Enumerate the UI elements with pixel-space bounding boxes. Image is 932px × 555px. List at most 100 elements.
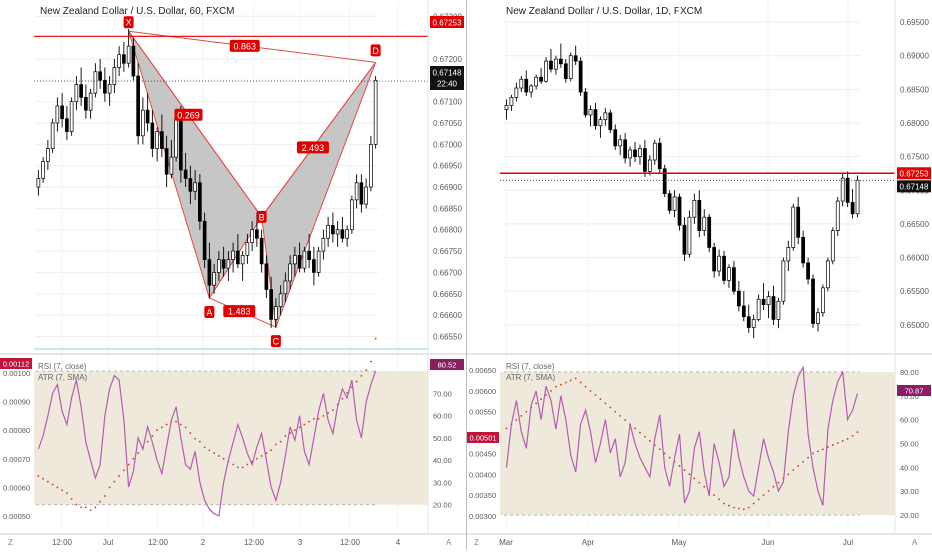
candle-body (608, 112, 613, 131)
candle-body (677, 196, 682, 226)
atr-point (146, 440, 149, 443)
atr-point (184, 426, 187, 429)
candle-body (662, 168, 667, 194)
candle-body (316, 250, 321, 273)
left-axis-corner-left[interactable]: Z (8, 538, 13, 547)
time-tick-label[interactable]: 4 (396, 538, 401, 547)
atr-point (94, 506, 97, 509)
candle-body (269, 289, 273, 320)
candle-body (231, 250, 235, 260)
candle-body (687, 216, 692, 255)
pattern-ratio-line-xb (128, 30, 263, 218)
atr-point (545, 394, 547, 396)
time-tick-label[interactable]: Jul (103, 538, 113, 547)
candle-body (816, 312, 820, 324)
rsi-tick-label: 50.00 (900, 440, 919, 449)
right-axis-corner-left[interactable]: Z (474, 538, 479, 547)
candle-body (88, 92, 93, 111)
time-tick-label[interactable]: Apr (582, 538, 595, 547)
candle-body (692, 200, 697, 218)
price-tick-label: 0.66000 (900, 254, 929, 263)
candle-body (618, 139, 623, 147)
candle-body (240, 254, 245, 265)
right-chart-title: New Zealand Dollar / U.S. Dollar, 1D, FX… (506, 6, 702, 17)
candle-body (364, 186, 368, 205)
atr-point (703, 485, 706, 488)
atr-point (505, 427, 508, 430)
right-rsi-value-text: 70.87 (905, 387, 924, 396)
atr-tick-label: 0.00090 (3, 398, 30, 407)
atr-point (713, 494, 716, 497)
price-tick-label: 0.67050 (433, 119, 462, 128)
atr-point (767, 490, 770, 492)
candle-body (756, 298, 761, 320)
atr-point (284, 435, 287, 437)
candle-body (335, 229, 340, 235)
candle-body (524, 78, 529, 93)
candle-body (293, 254, 297, 265)
atr-point (99, 500, 102, 503)
right-level-price-text: 0.67253 (900, 169, 929, 178)
atr-point (609, 406, 612, 409)
candle-body (193, 182, 197, 192)
rsi-line (505, 365, 859, 506)
time-tick-label[interactable]: 12:00 (52, 538, 73, 547)
atr-point (757, 498, 760, 501)
left-indicator-plot (36, 337, 378, 517)
atr-point (198, 440, 201, 443)
candle-body (264, 263, 269, 290)
candle-body (796, 206, 801, 238)
candle-body (217, 259, 221, 273)
atr-tick-label: 0.00600 (469, 387, 496, 396)
right-last-price-text: 0.67148 (900, 182, 929, 191)
time-tick-label[interactable]: 2 (201, 538, 206, 547)
right-time-axis[interactable]: Mar Apr May Jun Jul (499, 538, 853, 547)
time-tick-label[interactable]: Mar (499, 538, 513, 547)
atr-point (797, 465, 800, 467)
atr-point (648, 440, 651, 442)
candle-body (164, 148, 169, 175)
atr-point (752, 502, 755, 505)
atr-point (312, 417, 315, 420)
candle-body (188, 178, 193, 192)
price-tick-label: 0.66800 (433, 226, 462, 235)
candle-body (855, 179, 860, 215)
atr-point (822, 448, 824, 451)
time-tick-label[interactable]: Jul (843, 538, 853, 547)
price-tick-label: 0.69000 (900, 52, 929, 61)
atr-point (846, 437, 849, 440)
rsi-tick-label: 40.00 (900, 463, 919, 472)
left-axis-corner-right[interactable]: A (446, 538, 452, 547)
right-atr-label: ATR (7, SMA) (506, 373, 556, 382)
atr-point (688, 473, 691, 476)
time-tick-label[interactable]: May (671, 538, 686, 547)
right-axis-corner-right[interactable]: A (912, 538, 918, 547)
rsi-tick-label: 60.00 (900, 416, 919, 425)
candle-body (786, 247, 791, 262)
price-tick-label: 0.66950 (433, 162, 462, 171)
atr-point (369, 360, 372, 363)
candle-body (245, 242, 250, 256)
candle-body (568, 55, 573, 79)
left-atr-axis: 0.00100 0.00090 0.00080 0.00070 0.00060 0.000… (3, 369, 30, 521)
candle-body (207, 259, 212, 286)
time-tick-label[interactable]: Jun (762, 538, 775, 547)
candle-body (732, 267, 736, 292)
atr-tick-label: 0.00070 (3, 455, 30, 464)
pattern-ratio-line-bd (261, 62, 377, 218)
atr-point (279, 440, 282, 443)
time-tick-label[interactable]: 12:00 (148, 538, 169, 547)
candle-body (74, 84, 79, 103)
candle-body (160, 131, 164, 149)
left-level-price-tag: 0.67253 (430, 16, 464, 28)
time-tick-label[interactable]: 12:00 (244, 538, 265, 547)
candle-body (840, 177, 845, 202)
time-tick-label[interactable]: 3 (298, 538, 303, 547)
atr-tick-label: 0.00050 (3, 512, 30, 521)
atr-point (132, 457, 135, 460)
pattern-point-c-text: C (273, 337, 280, 347)
atr-point (270, 449, 273, 452)
candle-body (717, 255, 721, 272)
time-tick-label[interactable]: 12:00 (340, 538, 361, 547)
left-time-axis[interactable]: 12:00 Jul 12:00 2 12:00 3 12:00 4 (52, 538, 401, 547)
